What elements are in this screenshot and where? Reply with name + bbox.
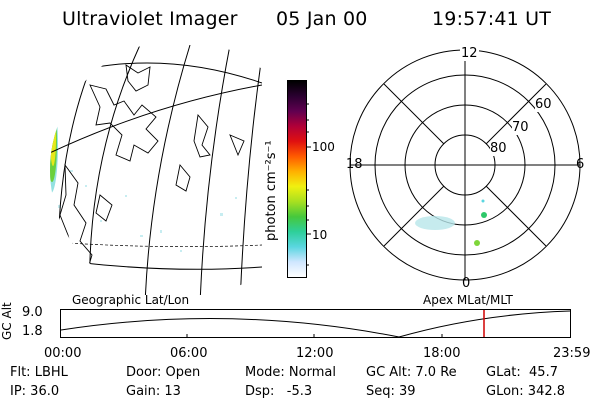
timeline-y-top: 9.0	[22, 305, 43, 320]
polar-mlat-mlt-plot	[349, 49, 581, 281]
background-emission	[58, 170, 237, 252]
color-scale-gradient	[288, 81, 306, 277]
altitude-curve	[60, 310, 571, 338]
color-scale-ticks	[306, 103, 311, 266]
mlat-label-60: 60	[535, 97, 552, 112]
info-dsp: Dsp: -5.3	[245, 384, 313, 399]
mlt-label-6: 6	[576, 157, 585, 172]
timeline-tick-0600: 06:00	[170, 346, 208, 361]
geographic-caption: Geographic Lat/Lon	[72, 293, 190, 307]
info-glon: GLon: 342.8	[486, 384, 566, 399]
info-glat: GLat: 45.7	[486, 365, 558, 380]
polar-emission	[415, 199, 487, 246]
timeline-axis-title: GC Alt	[0, 302, 14, 340]
terminator-line	[50, 239, 262, 248]
timeline-tick-1200: 12:00	[296, 346, 334, 361]
info-seq: Seq: 39	[366, 384, 416, 399]
geographic-map	[50, 45, 262, 295]
info-gain: Gain: 13	[126, 384, 181, 399]
color-scale-bar	[287, 80, 307, 278]
colorbar-tick-10: 10	[312, 228, 328, 242]
timeline-frame	[60, 309, 571, 338]
timeline-tick-2359: 23:59	[553, 346, 591, 361]
info-gc-alt: GC Alt: 7.0 Re	[366, 365, 457, 380]
time-readout: 19:57:41 UT	[432, 8, 552, 30]
info-ip: IP: 36.0	[10, 384, 60, 399]
info-door: Door: Open	[126, 365, 201, 380]
longitude-lines	[57, 45, 262, 295]
apex-caption: Apex MLat/MLT	[423, 293, 513, 307]
mlt-label-0: 0	[462, 276, 471, 291]
earth-disk	[50, 45, 262, 295]
info-filter: Flt: LBHL	[10, 365, 68, 380]
mlt-label-18: 18	[346, 157, 363, 172]
colorbar-unit-label: photon cm⁻²s⁻¹	[264, 140, 279, 241]
mlat-label-80: 80	[490, 141, 507, 156]
date-readout: 05 Jan 00	[276, 8, 368, 30]
gc-altitude-timeline	[60, 309, 571, 338]
timeline-y-bottom: 1.8	[22, 324, 43, 339]
coastline-outlines	[59, 64, 245, 276]
timeline-tick-0000: 00:00	[44, 346, 82, 361]
mlt-label-12: 12	[460, 46, 479, 61]
mlat-label-70: 70	[512, 120, 529, 135]
info-mode: Mode: Normal	[245, 365, 336, 380]
aurora-yellow	[50, 110, 56, 166]
app-title: Ultraviolet Imager	[62, 8, 238, 30]
timeline-tick-1800: 18:00	[423, 346, 461, 361]
colorbar-tick-100: 100	[312, 140, 335, 154]
